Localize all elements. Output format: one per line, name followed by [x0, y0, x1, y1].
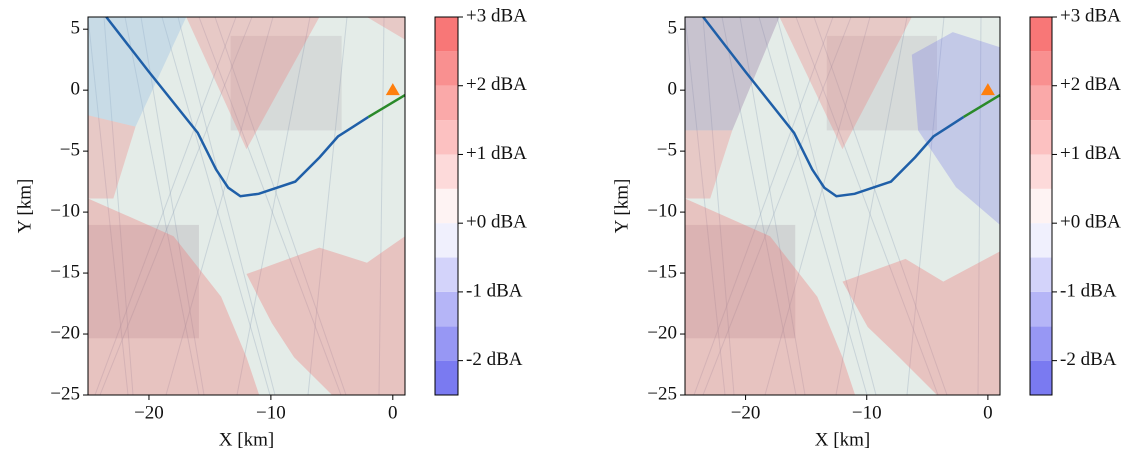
colorbar-band — [1030, 189, 1052, 223]
colorbar-band — [1030, 326, 1052, 360]
colorbar-tick-label: +2 dBA — [466, 74, 527, 95]
x-tick-label: 0 — [388, 402, 398, 423]
colorbar-tick-label: +1 dBA — [1060, 143, 1121, 164]
colorbar-tick-label: +0 dBA — [1060, 212, 1121, 233]
y-tick-label: −10 — [647, 200, 677, 221]
y-tick-label: −5 — [60, 139, 80, 160]
colorbar-tick-label: -1 dBA — [1060, 280, 1117, 301]
colorbar-band — [435, 120, 458, 154]
y-axis-label: Y [km] — [14, 179, 35, 234]
colorbar-band — [435, 189, 458, 223]
y-tick-label: −15 — [50, 261, 80, 282]
y-tick-label: 5 — [71, 18, 81, 39]
colorbar-band — [435, 154, 458, 188]
colorbar-band — [1030, 120, 1052, 154]
colorbar-tick-label: +3 dBA — [466, 5, 527, 26]
colorbar-band — [1030, 17, 1052, 51]
colorbar-band — [435, 292, 458, 326]
colorbar-tick-label: +1 dBA — [466, 143, 527, 164]
y-tick-label: −5 — [657, 139, 677, 160]
colorbar-band — [435, 51, 458, 85]
x-axis-label: X [km] — [815, 429, 870, 450]
colorbar-band — [435, 326, 458, 360]
colorbar-tick-label: -2 dBA — [1060, 349, 1117, 370]
page: {"chart_data": [ {"type": "line", "xlabe… — [0, 0, 1145, 460]
colorbar-band — [1030, 223, 1052, 257]
y-tick-label: 0 — [71, 79, 81, 100]
colorbar-band — [1030, 51, 1052, 85]
x-tick-label: −10 — [256, 402, 286, 423]
y-tick-label: 5 — [668, 18, 678, 39]
colorbar-tick-label: -1 dBA — [466, 280, 523, 301]
panel: −20 −10 0 5 0 −5 −10 −15 −20 −25 X [km] Y [km] +3 dB… — [14, 5, 527, 450]
panel: −20 −10 0 5 0 −5 −10 −15 −20 −25 X [km] Y [km] +3 dB… — [611, 5, 1121, 450]
y-tick-label: 0 — [668, 79, 678, 100]
colorbar-band — [1030, 154, 1052, 188]
colorbar-band — [435, 361, 458, 395]
colorbar-band — [1030, 361, 1052, 395]
y-tick-label: −10 — [50, 200, 80, 221]
colorbar-tick-label: +2 dBA — [1060, 74, 1121, 95]
x-axis-label: X [km] — [219, 429, 274, 450]
x-tick-label: −20 — [134, 402, 164, 423]
colorbar-band — [1030, 86, 1052, 120]
colorbar-tick-label: +3 dBA — [1060, 5, 1121, 26]
colorbar-band — [1030, 292, 1052, 326]
y-tick-label: −25 — [647, 383, 677, 404]
colorbar-band — [435, 17, 458, 51]
x-tick-label: 0 — [983, 402, 993, 423]
colorbar-band — [435, 86, 458, 120]
colorbar-tick-label: -2 dBA — [466, 349, 523, 370]
y-tick-label: −25 — [50, 383, 80, 404]
y-axis-label: Y [km] — [611, 179, 632, 234]
y-tick-label: −20 — [647, 322, 677, 343]
y-tick-label: −15 — [647, 261, 677, 282]
y-tick-label: −20 — [50, 322, 80, 343]
colorbar-band — [1030, 258, 1052, 292]
x-tick-label: −10 — [852, 402, 882, 423]
colorbar-band — [435, 258, 458, 292]
figure: −20 −10 0 5 0 −5 −10 −15 −20 −25 X [km] Y [km] +3 dB… — [0, 0, 1145, 460]
colorbar-tick-label: +0 dBA — [466, 212, 527, 233]
x-tick-label: −20 — [731, 402, 761, 423]
colorbar-band — [435, 223, 458, 257]
